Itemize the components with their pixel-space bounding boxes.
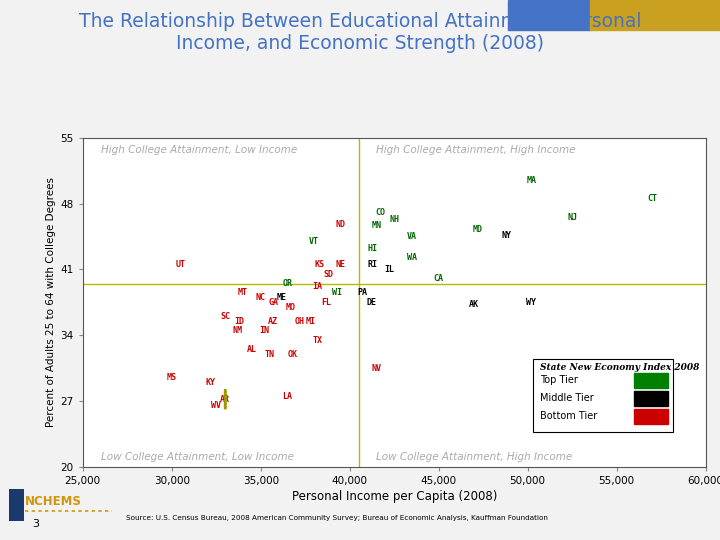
Text: CA: CA (433, 274, 444, 284)
Text: KY: KY (206, 378, 216, 387)
Text: KS: KS (315, 260, 325, 269)
X-axis label: Personal Income per Capita (2008): Personal Income per Capita (2008) (292, 490, 497, 503)
Text: MS: MS (167, 373, 177, 382)
Text: NY: NY (501, 231, 511, 240)
Text: Top Tier: Top Tier (540, 375, 578, 386)
Text: CO: CO (375, 208, 385, 218)
Text: NM: NM (233, 326, 243, 335)
Text: NE: NE (336, 260, 346, 269)
Text: SC: SC (220, 312, 230, 321)
Bar (634, 373, 668, 388)
Text: IN: IN (259, 326, 269, 335)
Text: WV: WV (211, 401, 221, 410)
Text: ME: ME (277, 293, 287, 302)
Text: IA: IA (312, 282, 323, 291)
Text: VT: VT (309, 237, 319, 246)
Text: High College Attainment, Low Income: High College Attainment, Low Income (101, 145, 297, 155)
Text: MT: MT (238, 288, 248, 298)
Text: Low College Attainment, High Income: Low College Attainment, High Income (377, 453, 572, 462)
Text: HI: HI (368, 244, 378, 253)
Text: RI: RI (368, 260, 378, 269)
Text: 3: 3 (32, 519, 40, 529)
Bar (590, 0, 720, 30)
Text: Middle Tier: Middle Tier (540, 393, 594, 403)
Text: OK: OK (288, 350, 298, 359)
Text: AK: AK (469, 300, 480, 309)
Bar (634, 391, 668, 406)
Text: CT: CT (647, 194, 657, 204)
Text: FL: FL (322, 298, 332, 307)
Text: OR: OR (282, 279, 292, 288)
Bar (634, 409, 668, 424)
Bar (508, 0, 590, 30)
Text: NH: NH (390, 215, 399, 224)
Text: VA: VA (407, 232, 417, 241)
Text: NCHEMS: NCHEMS (25, 495, 82, 508)
Text: NC: NC (256, 293, 266, 302)
Text: MI: MI (305, 317, 315, 326)
Text: NJ: NJ (567, 213, 577, 222)
Text: Bottom Tier: Bottom Tier (540, 411, 598, 421)
Text: WY: WY (526, 298, 536, 307)
Text: IL: IL (384, 265, 394, 274)
Text: AL: AL (247, 345, 257, 354)
Text: AZ: AZ (268, 317, 278, 326)
Text: NV: NV (372, 364, 382, 373)
Text: The Relationship Between Educational Attainment, Personal: The Relationship Between Educational Att… (78, 12, 642, 31)
Text: ND: ND (336, 220, 346, 229)
Text: Low College Attainment, Low Income: Low College Attainment, Low Income (101, 453, 294, 462)
Text: MD: MD (473, 225, 483, 234)
Text: Income, and Economic Strength (2008): Income, and Economic Strength (2008) (176, 33, 544, 53)
Text: AR: AR (220, 395, 230, 404)
Text: PA: PA (357, 288, 367, 298)
Text: TX: TX (312, 335, 323, 345)
Text: UT: UT (176, 260, 186, 269)
Text: SD: SD (323, 269, 333, 279)
Text: LA: LA (282, 392, 292, 401)
Text: OH: OH (295, 317, 305, 326)
Text: State New Economy Index 2008: State New Economy Index 2008 (540, 363, 700, 372)
Text: GA: GA (268, 298, 278, 307)
Text: WI: WI (332, 288, 342, 298)
Text: Source: U.S. Census Bureau, 2008 American Community Survey; Bureau of Economic A: Source: U.S. Census Bureau, 2008 America… (126, 515, 548, 522)
Y-axis label: Percent of Adults 25 to 64 with College Degrees: Percent of Adults 25 to 64 with College … (46, 178, 56, 427)
Text: TN: TN (265, 350, 274, 359)
Text: ID: ID (235, 317, 244, 326)
Text: MO: MO (286, 302, 296, 312)
Text: MA: MA (526, 176, 536, 185)
Text: WA: WA (407, 253, 417, 262)
Text: High College Attainment, High Income: High College Attainment, High Income (377, 145, 576, 155)
FancyBboxPatch shape (9, 489, 24, 521)
Text: MN: MN (372, 221, 382, 230)
Text: DE: DE (366, 298, 376, 307)
